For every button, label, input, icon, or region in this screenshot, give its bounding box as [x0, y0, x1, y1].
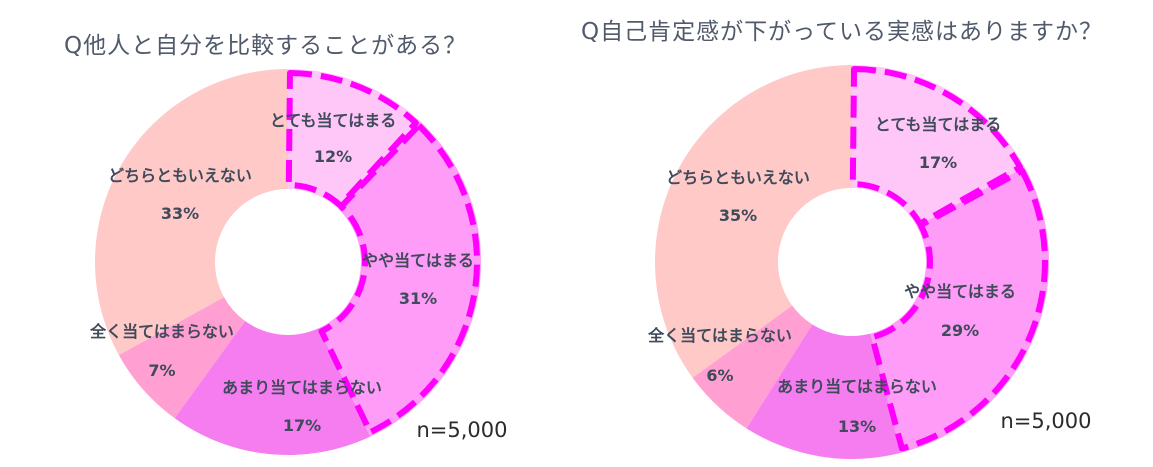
- slice-5: [655, 65, 852, 378]
- donut-chart-1: とても当てはまる 12% やや当てはまる 31% あまり当てはまらない 17% 全く当てはま…: [89, 69, 508, 455]
- sample-size-note: n=5,000: [1000, 409, 1091, 433]
- slice-value-3: 17%: [283, 416, 321, 435]
- slice-label-2: やや当てはまる: [362, 251, 474, 270]
- slice-highlight-2: [318, 122, 480, 436]
- slice-value-1: 17%: [919, 153, 957, 172]
- chart-title-left: Q他人と自分を比較することがある？: [64, 33, 468, 59]
- slice-label-1: とても当てはまる: [270, 111, 396, 130]
- slice-3: [746, 324, 901, 459]
- slice-2: [319, 121, 482, 437]
- slice-value-5: 35%: [719, 206, 757, 225]
- slice-value-3: 13%: [838, 417, 876, 436]
- slice-4: [692, 305, 813, 429]
- slice-5: [95, 69, 289, 355]
- sample-size-note: n=5,000: [416, 418, 507, 442]
- slice-label-4: 全く当てはまらない: [647, 326, 792, 345]
- slice-highlight-1: [849, 66, 1024, 227]
- slice-highlight-1: [285, 70, 419, 209]
- donut-chart-2: とても当てはまる 17% やや当てはまる 29% あまり当てはまらない 13% 全く当てはま…: [647, 65, 1092, 459]
- slice-value-2: 29%: [941, 321, 979, 340]
- slice-label-1: とても当てはまる: [875, 115, 1001, 134]
- slice-value-5: 33%: [161, 204, 199, 223]
- slice-highlight-2: [869, 167, 1048, 452]
- slice-label-2: やや当てはまる: [904, 282, 1016, 301]
- chart-title-right: Q自己肯定感が下がっている実感はありますか？: [581, 19, 1103, 45]
- slice-value-4: 7%: [148, 361, 175, 380]
- slice-value-1: 12%: [314, 147, 352, 166]
- slice-value-2: 31%: [399, 289, 437, 308]
- slice-3: [174, 321, 371, 455]
- slice-value-4: 6%: [706, 366, 733, 385]
- slice-label-3: あまり当てはまらない: [777, 377, 937, 396]
- slice-label-3: あまり当てはまらない: [222, 378, 382, 397]
- slice-label-5: どちらともいえない: [666, 168, 810, 187]
- slice-4: [118, 297, 246, 419]
- slice-1: [852, 65, 1025, 227]
- slice-label-5: どちらともいえない: [108, 166, 252, 185]
- slice-label-4: 全く当てはまらない: [89, 322, 234, 341]
